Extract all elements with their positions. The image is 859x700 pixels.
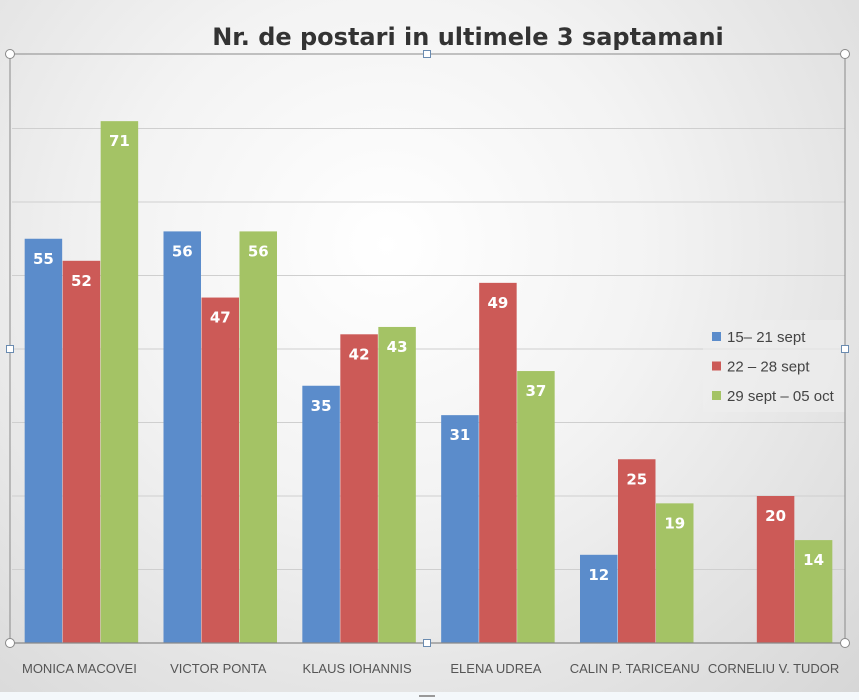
- legend-label[interactable]: 22 – 28 sept: [727, 359, 810, 376]
- data-label: 12: [588, 566, 609, 584]
- bar: [340, 334, 378, 643]
- bar: [756, 496, 795, 643]
- bar: [794, 540, 833, 643]
- category-label: ELENA UDREA: [450, 661, 541, 676]
- bar: [302, 385, 340, 643]
- resize-handle[interactable]: [5, 638, 15, 648]
- bar: [580, 554, 618, 643]
- legend-swatch: [712, 332, 721, 341]
- resize-handle[interactable]: [6, 345, 14, 353]
- data-label: 55: [33, 250, 54, 268]
- drag-grip-icon[interactable]: [419, 695, 435, 697]
- resize-handle[interactable]: [423, 639, 431, 647]
- data-label: 20: [765, 507, 786, 525]
- bar: [441, 415, 479, 643]
- bar: [24, 238, 63, 643]
- category-label: KLAUS IOHANNIS: [303, 661, 412, 676]
- legend-label[interactable]: 15– 21 sept: [727, 329, 806, 346]
- data-label: 56: [248, 242, 269, 260]
- data-label: 35: [311, 397, 332, 415]
- resize-handle[interactable]: [423, 50, 431, 58]
- bar: [517, 371, 555, 643]
- category-label: CORNELIU V. TUDOR: [708, 661, 839, 676]
- legend-label[interactable]: 29 sept – 05 oct: [727, 388, 835, 405]
- legend-box: [703, 320, 845, 412]
- data-label: 14: [803, 551, 824, 569]
- resize-handle[interactable]: [840, 49, 850, 59]
- category-label: CALIN P. TARICEANU: [570, 661, 700, 676]
- data-label: 47: [210, 309, 231, 327]
- data-label: 25: [626, 470, 647, 488]
- bar: [239, 231, 277, 643]
- category-label: MONICA MACOVEI: [22, 661, 137, 676]
- bar: [201, 297, 239, 643]
- bar: [62, 260, 101, 643]
- category-label: VICTOR PONTA: [170, 661, 267, 676]
- bar: [100, 121, 139, 643]
- data-label: 37: [525, 382, 546, 400]
- data-label: 56: [172, 242, 193, 260]
- data-label: 52: [71, 272, 92, 290]
- resize-handle[interactable]: [841, 345, 849, 353]
- bar: [656, 503, 694, 643]
- bar: [163, 231, 201, 643]
- data-label: 31: [449, 426, 470, 444]
- bar: [378, 326, 416, 643]
- resize-handle[interactable]: [5, 49, 15, 59]
- data-label: 71: [109, 132, 130, 150]
- bar: [479, 282, 517, 643]
- chart-title: Nr. de postari in ultimele 3 saptamani: [212, 23, 724, 51]
- data-label: 43: [387, 338, 408, 356]
- legend-swatch: [712, 391, 721, 400]
- legend-swatch: [712, 361, 721, 371]
- data-label: 19: [664, 514, 685, 532]
- bar: [618, 459, 656, 643]
- resize-handle[interactable]: [840, 638, 850, 648]
- data-label: 49: [487, 294, 508, 312]
- data-label: 42: [349, 345, 370, 363]
